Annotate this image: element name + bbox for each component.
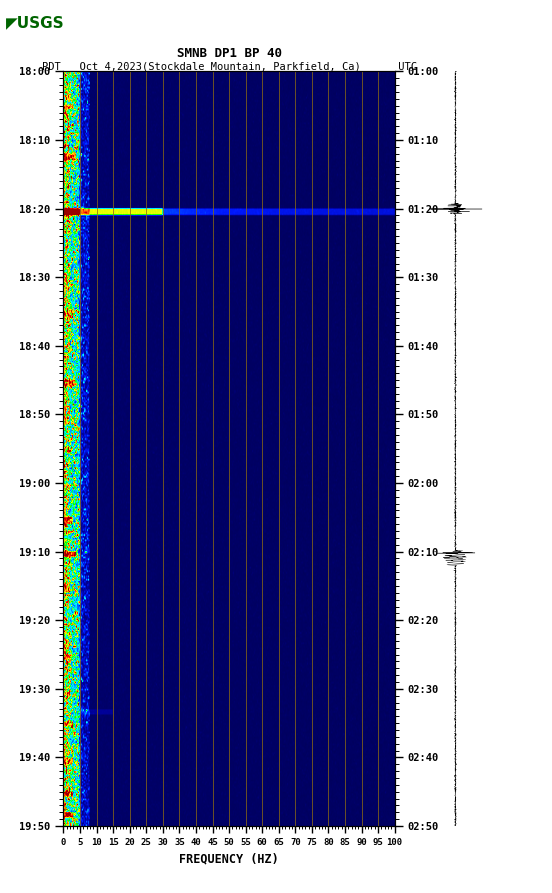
X-axis label: FREQUENCY (HZ): FREQUENCY (HZ) [179,853,279,865]
Text: SMNB DP1 BP 40: SMNB DP1 BP 40 [177,46,282,60]
Text: PDT   Oct 4,2023(Stockdale Mountain, Parkfield, Ca)      UTC: PDT Oct 4,2023(Stockdale Mountain, Parkf… [41,62,417,71]
Text: ◤USGS: ◤USGS [6,15,64,29]
